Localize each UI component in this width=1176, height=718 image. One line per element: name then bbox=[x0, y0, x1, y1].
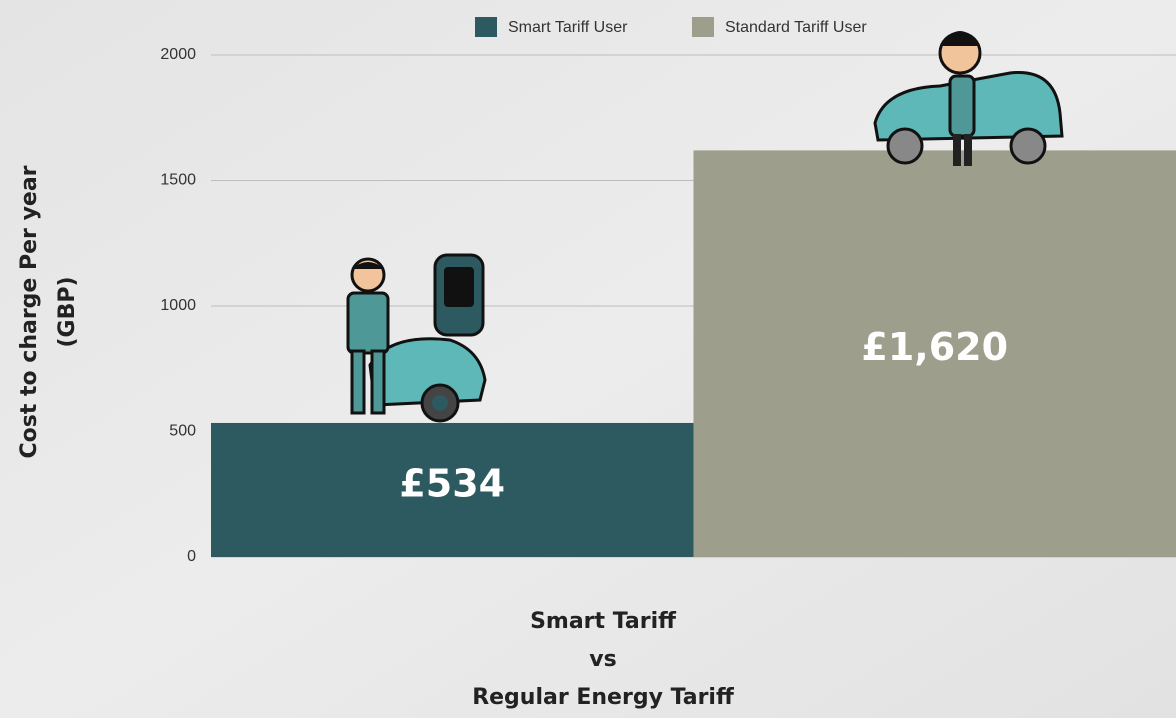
y-tick-label: 0 bbox=[187, 548, 196, 565]
y-axis-title: Cost to charge Per year bbox=[17, 165, 42, 458]
y-tick-label: 1000 bbox=[160, 297, 196, 314]
x-axis-title: Regular Energy Tariff bbox=[472, 685, 735, 710]
chart: 0 500 1000 1500 2000 Cost to charge Per year (… bbox=[0, 0, 1176, 718]
y-tick-label: 1500 bbox=[160, 172, 196, 189]
y-tick-label: 2000 bbox=[160, 46, 196, 63]
value-label: £534 bbox=[399, 461, 505, 505]
page: {"chart_data": { "type": "bar", "categor… bbox=[0, 0, 1176, 718]
y-axis-title: (GBP) bbox=[55, 276, 80, 347]
value-label: £1,620 bbox=[861, 325, 1008, 369]
x-axis-title: Smart Tariff bbox=[530, 609, 677, 634]
legend-label: Standard Tariff User bbox=[725, 19, 867, 36]
legend-label: Smart Tariff User bbox=[508, 19, 628, 36]
x-axis-title: vs bbox=[589, 647, 616, 672]
y-tick-label: 500 bbox=[169, 423, 196, 440]
legend-swatch bbox=[692, 17, 714, 37]
legend-swatch bbox=[475, 17, 497, 37]
